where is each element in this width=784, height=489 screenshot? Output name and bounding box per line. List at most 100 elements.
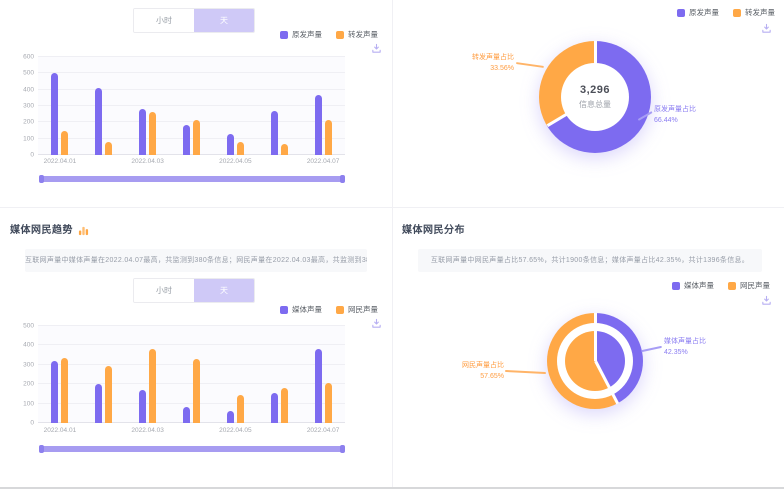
bar-group[interactable] xyxy=(126,326,170,423)
bar-group[interactable] xyxy=(170,326,214,423)
slice-pct: 57.65% xyxy=(480,373,504,380)
bar-group[interactable] xyxy=(38,57,82,155)
legend-item-media[interactable]: 媒体声量 xyxy=(672,280,714,291)
bar-group[interactable] xyxy=(170,57,214,155)
legend-item-netizen[interactable]: 网民声量 xyxy=(728,280,770,291)
bar[interactable] xyxy=(51,72,59,155)
download-icon[interactable] xyxy=(761,23,772,34)
bar[interactable] xyxy=(61,130,69,155)
panel-title: 媒体网民分布 xyxy=(402,225,465,236)
bar[interactable] xyxy=(139,109,147,155)
bar[interactable] xyxy=(105,141,113,155)
bar-groups xyxy=(38,326,345,423)
download-icon[interactable] xyxy=(371,318,382,329)
bar[interactable] xyxy=(236,141,244,155)
gridline xyxy=(38,88,345,90)
bar[interactable] xyxy=(105,365,113,423)
panel-interact-trend: 小时 天 原发声量 转发声量 0 100 200 300 400 500 600 2022.… xyxy=(0,0,392,207)
datazoom-slider[interactable] xyxy=(39,445,345,453)
y-tick-label: 500 xyxy=(23,69,34,77)
datazoom-handle-left[interactable] xyxy=(39,445,44,453)
bar[interactable] xyxy=(95,384,103,423)
legend-item-repost[interactable]: 转发声量 xyxy=(336,29,378,40)
y-tick-label: 200 xyxy=(23,380,34,388)
panel-title: 媒体网民趋势 xyxy=(10,225,73,236)
download-icon[interactable] xyxy=(761,295,772,306)
toggle-option-hour[interactable]: 小时 xyxy=(134,9,194,32)
bar-chart-icon xyxy=(78,223,89,236)
datazoom-handle-left[interactable] xyxy=(39,175,44,183)
bar[interactable] xyxy=(193,358,200,423)
bar[interactable] xyxy=(193,119,200,155)
bar[interactable] xyxy=(314,95,322,155)
x-axis-labels: 2022.04.01 2022.04.03 2022.04.05 2022.04.07 xyxy=(38,427,345,434)
bar[interactable] xyxy=(149,111,157,155)
bar-group[interactable] xyxy=(82,57,126,155)
legend-item-media[interactable]: 媒体声量 xyxy=(280,304,322,315)
bar[interactable] xyxy=(149,349,157,423)
x-tick-label: 2022.04.07 xyxy=(306,158,340,165)
bar[interactable] xyxy=(95,88,103,155)
bar[interactable] xyxy=(226,133,234,155)
donut-center: 3,296 信息总量 xyxy=(561,63,629,131)
bar[interactable] xyxy=(226,411,234,423)
legend-label: 转发声量 xyxy=(348,30,378,39)
bar[interactable] xyxy=(270,110,278,155)
panel-media-trend: 媒体网民趋势 互联网声量中媒体声量在2022.04.07最高，共监测到380条信… xyxy=(0,208,392,487)
gridline xyxy=(38,154,345,155)
bar-group[interactable] xyxy=(213,326,257,423)
bar[interactable] xyxy=(280,143,288,155)
bar-group[interactable] xyxy=(213,57,257,155)
x-tick-label: 2022.04.05 xyxy=(219,158,252,165)
y-tick-label: 500 xyxy=(23,322,34,330)
legend-swatch-orange xyxy=(733,8,741,17)
bar[interactable] xyxy=(183,407,190,423)
download-icon[interactable] xyxy=(371,43,382,54)
bar-group[interactable] xyxy=(301,57,345,155)
bar[interactable] xyxy=(139,390,147,423)
bar[interactable] xyxy=(324,383,332,423)
donut-chart[interactable]: 3,296 信息总量 xyxy=(539,41,651,153)
slice-label-text: 原发声量占比 xyxy=(654,106,696,113)
toggle-option-day[interactable]: 天 xyxy=(194,9,254,32)
datazoom-slider[interactable] xyxy=(39,175,345,183)
legend-item-netizen[interactable]: 网民声量 xyxy=(336,304,378,315)
bar[interactable] xyxy=(280,388,288,423)
legend-item-original[interactable]: 原发声量 xyxy=(280,29,322,40)
bar[interactable] xyxy=(183,124,190,155)
summary-text: 互联网声量中网民声量占比57.65%，共计1900条信息；媒体声量占比42.35… xyxy=(418,249,762,272)
bar[interactable] xyxy=(236,394,244,423)
toggle-option-hour[interactable]: 小时 xyxy=(134,279,194,302)
bar-group[interactable] xyxy=(126,57,170,155)
bar-group[interactable] xyxy=(257,326,301,423)
x-tick-label: 2022.04.03 xyxy=(131,427,164,434)
x-tick-label xyxy=(82,158,126,165)
x-tick-label: 2022.04.03 xyxy=(131,158,164,165)
gridline xyxy=(38,56,345,57)
bar[interactable] xyxy=(270,392,278,423)
bar[interactable] xyxy=(314,349,322,423)
nested-pie-chart[interactable] xyxy=(547,313,643,409)
bar[interactable] xyxy=(324,119,332,155)
toggle-option-day[interactable]: 天 xyxy=(194,279,254,302)
datazoom-handle-right[interactable] xyxy=(340,445,345,453)
x-tick-label xyxy=(257,427,301,434)
gridline xyxy=(38,121,345,123)
legend-item-original[interactable]: 原发声量 xyxy=(677,7,719,18)
gridline xyxy=(38,72,345,74)
legend-swatch-purple xyxy=(280,305,288,314)
page-bottom-edge xyxy=(0,487,784,489)
y-tick-label: 300 xyxy=(23,361,34,369)
bar-group[interactable] xyxy=(38,326,82,423)
x-tick-label: 2022.04.01 xyxy=(43,158,77,165)
gridline xyxy=(38,325,345,326)
bar-group[interactable] xyxy=(257,57,301,155)
datazoom-handle-right[interactable] xyxy=(340,175,345,183)
bar-group[interactable] xyxy=(82,326,126,423)
bar-group[interactable] xyxy=(301,326,345,423)
bar[interactable] xyxy=(51,360,59,423)
legend-item-repost[interactable]: 转发声量 xyxy=(733,7,775,18)
slice-pct: 42.35% xyxy=(664,349,688,356)
bar[interactable] xyxy=(61,358,69,423)
gridline xyxy=(38,105,345,106)
